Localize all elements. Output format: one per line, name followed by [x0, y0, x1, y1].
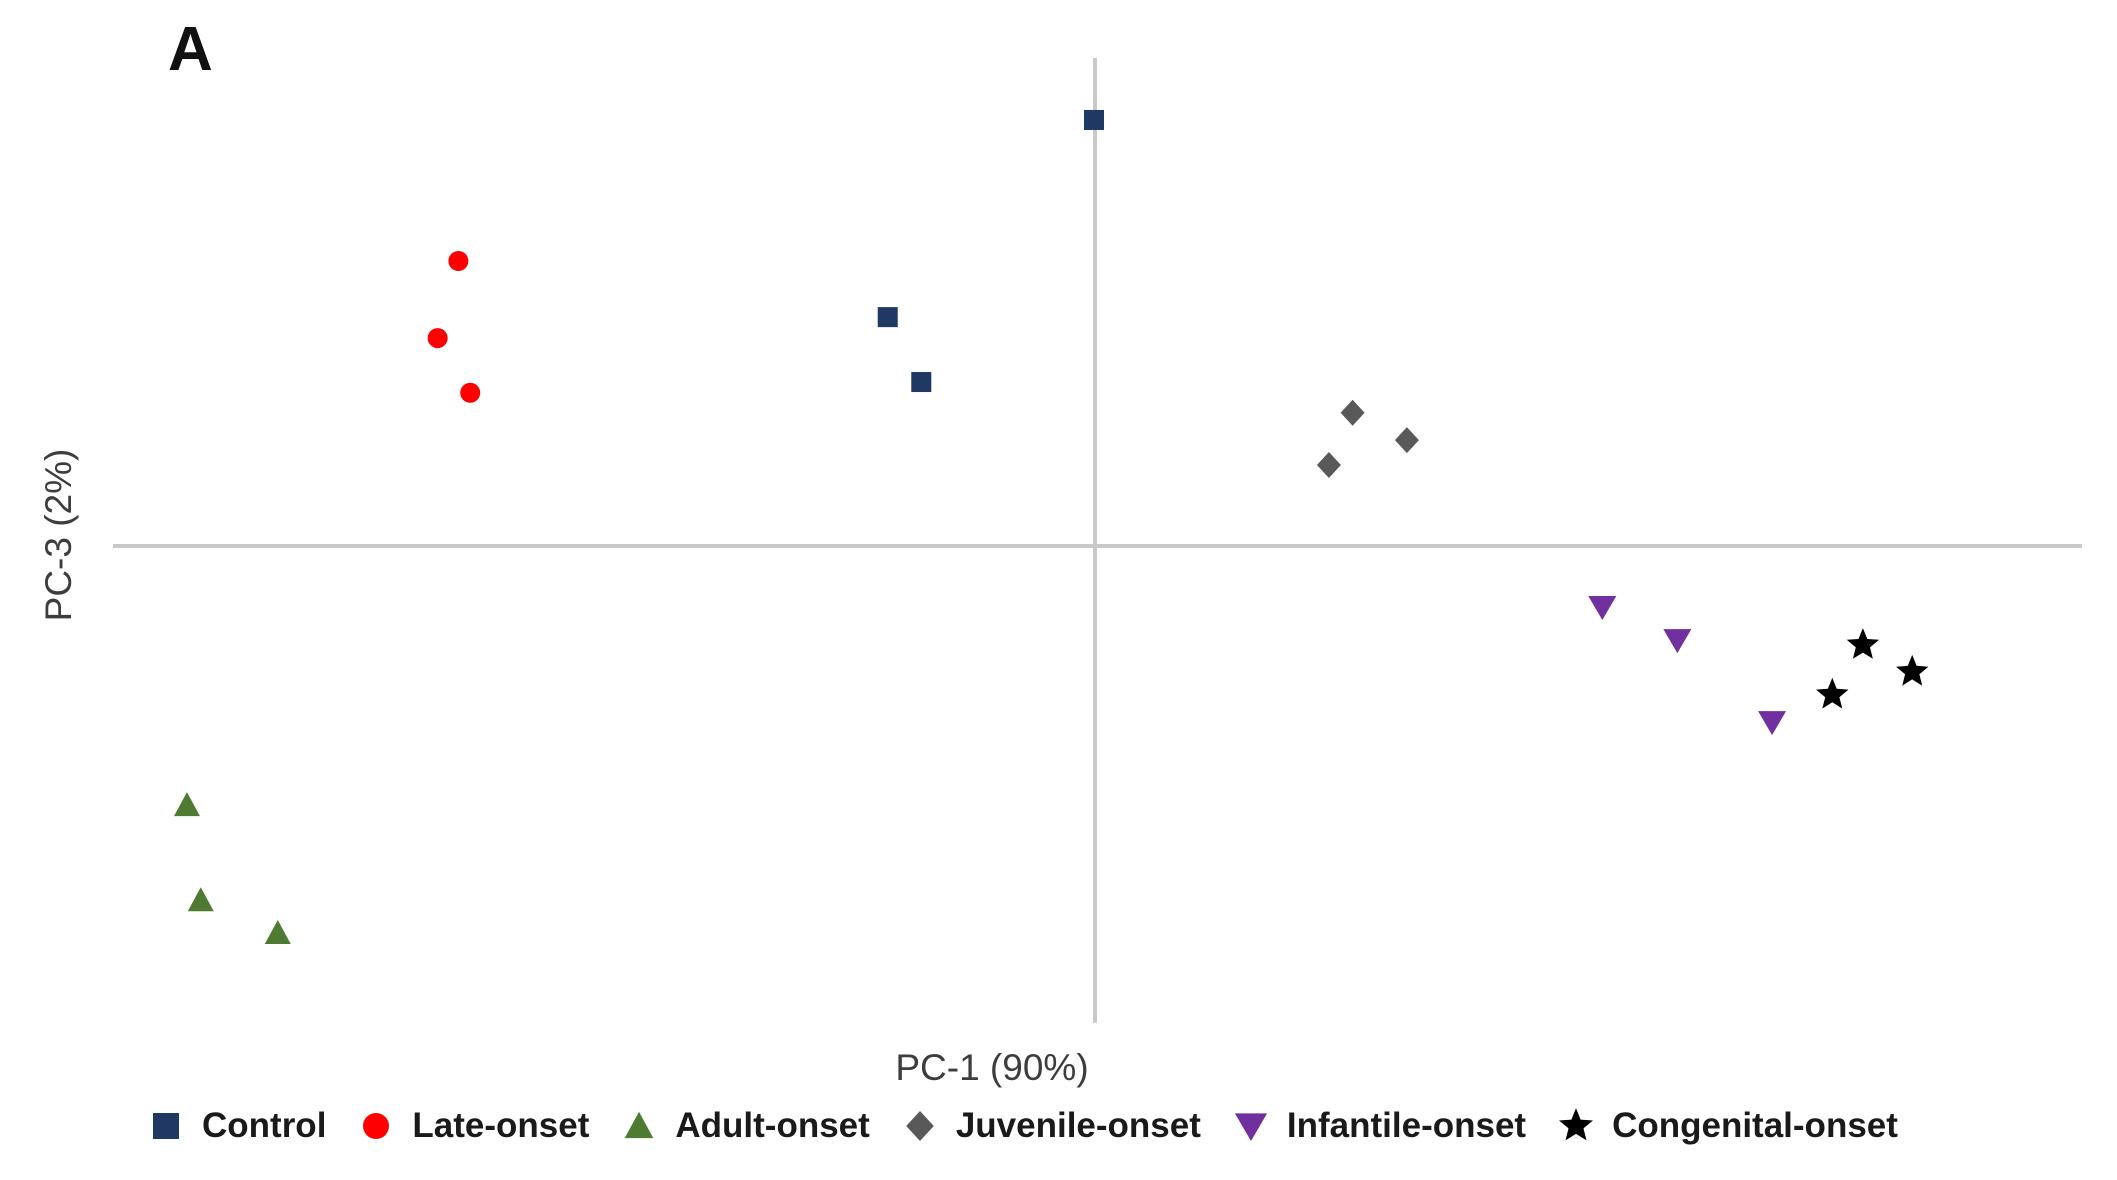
legend-label-adult-onset: Adult-onset — [675, 1106, 870, 1145]
legend-marker-diamond-icon — [906, 1111, 934, 1141]
data-point-congenital-onset-1 — [1846, 628, 1880, 659]
data-point-late-onset-3 — [460, 382, 481, 403]
legend-label-control: Control — [202, 1106, 327, 1145]
data-point-control-2 — [877, 307, 898, 328]
legend-item-adult-onset: Adult-onset — [619, 1106, 870, 1146]
data-point-control-1 — [1084, 109, 1105, 130]
chart-legend: Control Late-onset Adult-onset Juvenile-ons… — [146, 1106, 1898, 1146]
axes-group — [113, 58, 2082, 1023]
data-point-congenital-onset-2 — [1896, 654, 1929, 686]
panel-label: A — [168, 15, 214, 84]
legend-label-infantile-onset: Infantile-onset — [1286, 1106, 1527, 1145]
data-point-infantile-onset-3 — [1758, 711, 1787, 736]
data-point-juvenile-onset-2 — [1394, 427, 1419, 454]
legend-marker-star-icon — [1559, 1108, 1594, 1141]
legend-marker-triangle-up-icon — [625, 1111, 654, 1139]
data-point-congenital-onset-3 — [1816, 677, 1849, 709]
data-point-control-3 — [911, 372, 932, 393]
legend-label-late-onset: Late-onset — [412, 1106, 590, 1145]
data-point-late-onset-2 — [427, 328, 448, 349]
legend-label-congenital-onset: Congenital-onset — [1612, 1106, 1898, 1145]
legend-item-congenital-onset: Congenital-onset — [1556, 1106, 1898, 1146]
legend-marker-circle-icon — [363, 1113, 390, 1139]
y-axis-label: PC-3 (2%) — [38, 448, 79, 622]
data-point-late-onset-1 — [448, 251, 469, 272]
legend-marker-square-icon — [153, 1113, 179, 1139]
legend-item-control: Control — [146, 1106, 326, 1146]
data-point-adult-onset-3 — [264, 919, 291, 944]
legend-item-infantile-onset: Infantile-onset — [1231, 1106, 1526, 1146]
data-point-adult-onset-1 — [173, 792, 200, 817]
data-point-juvenile-onset-3 — [1316, 451, 1341, 478]
data-point-adult-onset-2 — [187, 887, 214, 912]
x-axis-label: PC-1 (90%) — [895, 1047, 1089, 1088]
data-points-group — [173, 109, 1929, 944]
legend-item-late-onset: Late-onset — [356, 1106, 589, 1146]
legend-marker-triangle-down-icon — [1234, 1113, 1267, 1141]
data-point-infantile-onset-1 — [1588, 596, 1617, 620]
legend-label-juvenile-onset: Juvenile-onset — [955, 1106, 1201, 1145]
data-point-juvenile-onset-1 — [1340, 399, 1365, 426]
legend-item-juvenile-onset: Juvenile-onset — [900, 1106, 1201, 1146]
data-point-infantile-onset-2 — [1663, 629, 1692, 654]
